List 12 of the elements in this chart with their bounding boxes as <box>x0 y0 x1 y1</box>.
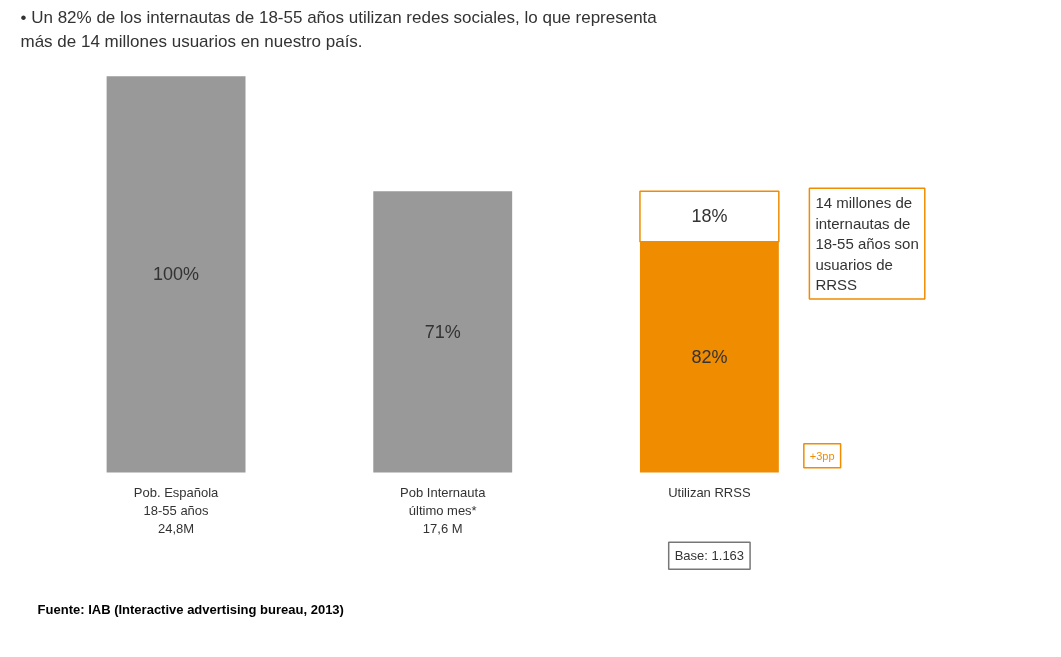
source-note: Fuente: IAB (Interactive advertising bureau, 2013) <box>37 602 344 618</box>
data-label: 82% <box>691 347 728 368</box>
data-label: 100% <box>153 264 200 285</box>
annotation: 14 millones de internautas de 18-55 años son usuarios de RRSS <box>815 194 919 293</box>
text: Base: 1.163 <box>674 548 745 564</box>
x-tick-label: Pob Internauta último mes* 17,6 M <box>400 484 487 536</box>
chart-title: • Un 82% de los internautas de 18-55 años utilizan redes sociales, lo que representa más de 14 millones usuarios en nuestro país. <box>20 7 658 52</box>
x-tick-label: Pob. Española 18-55 años 24,8M <box>133 484 220 536</box>
data-label: 18% <box>691 206 728 227</box>
data-label: 71% <box>424 321 461 342</box>
annotation: +3pp <box>809 449 835 462</box>
x-tick-label: Utilizan RRSS <box>668 484 751 500</box>
